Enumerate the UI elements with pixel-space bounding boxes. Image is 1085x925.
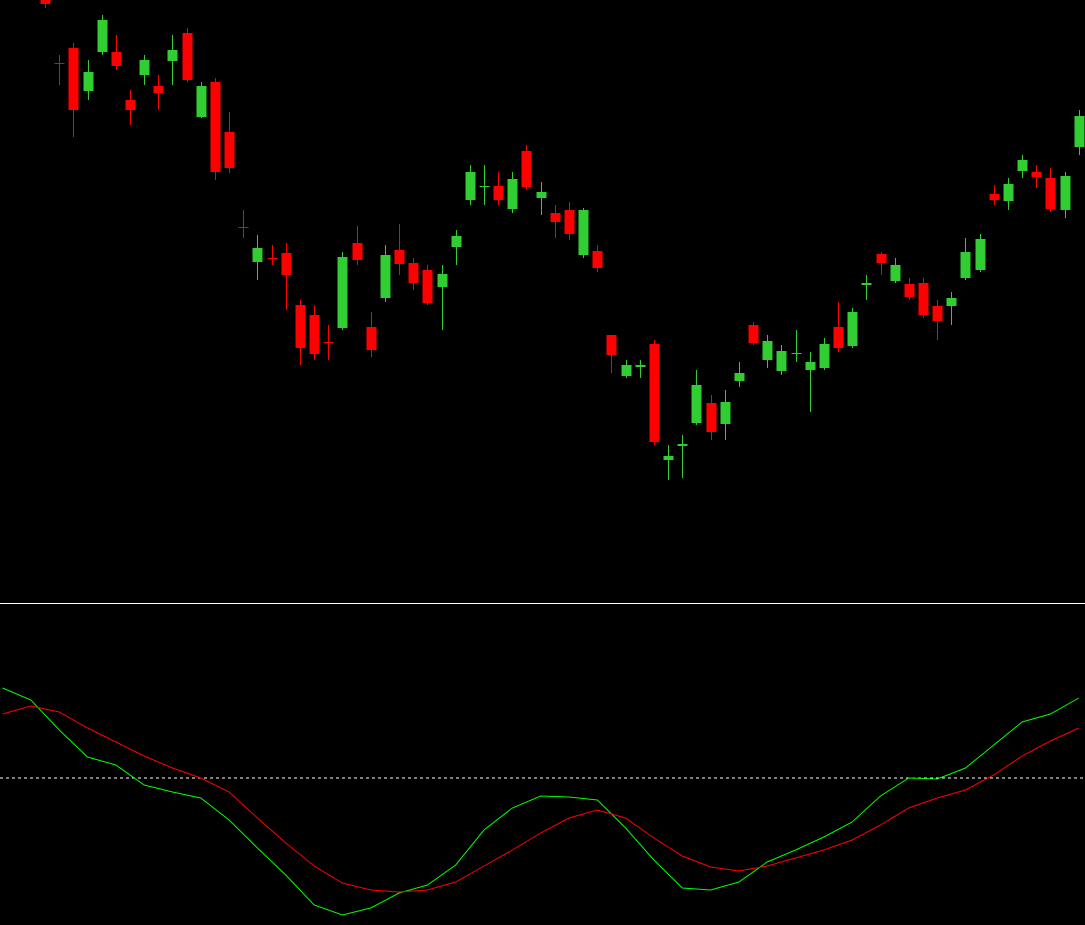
candle-body xyxy=(507,179,518,209)
candle-body xyxy=(932,306,943,321)
candle-body xyxy=(323,342,334,343)
candle-body xyxy=(876,254,887,263)
candle-body xyxy=(1074,116,1085,147)
candle-body xyxy=(989,194,1000,200)
candle-body xyxy=(1045,178,1056,209)
candle-body xyxy=(153,86,164,93)
candle-body xyxy=(394,250,405,264)
candle-body xyxy=(97,20,108,52)
candle-body xyxy=(635,365,646,367)
candle-body xyxy=(1003,184,1014,201)
candle-body xyxy=(366,327,377,350)
candle-body xyxy=(238,227,249,228)
candle-body xyxy=(224,132,235,168)
candle-body xyxy=(677,444,688,446)
candle-body xyxy=(833,327,844,348)
candle-body xyxy=(493,186,504,200)
candle-body xyxy=(762,341,773,360)
candle-body xyxy=(621,365,632,376)
candle-body xyxy=(649,344,660,442)
candle-body xyxy=(890,265,901,281)
candle-body xyxy=(720,402,731,424)
candle-body xyxy=(706,403,717,432)
candle-body xyxy=(578,210,589,255)
candle-body xyxy=(210,82,221,172)
candle-body xyxy=(861,283,872,285)
candle-body xyxy=(337,257,348,328)
indicator-line xyxy=(2,705,1080,893)
candle-body xyxy=(139,60,150,75)
candle-body xyxy=(167,50,178,61)
candle-body xyxy=(182,33,193,80)
candle-body xyxy=(1017,160,1028,171)
candle-body xyxy=(479,186,490,187)
candle-body xyxy=(946,298,957,306)
candle-body xyxy=(847,312,858,346)
candle-body xyxy=(125,100,136,110)
candle-body xyxy=(267,258,278,259)
candle-body xyxy=(111,52,122,66)
candle-body xyxy=(196,86,207,117)
candle-body xyxy=(918,283,929,315)
candle-body xyxy=(68,48,79,110)
candle-body xyxy=(691,385,702,423)
candle-body xyxy=(408,263,419,283)
candle-body xyxy=(550,213,561,222)
candle-body xyxy=(521,151,532,187)
candle-body xyxy=(564,210,575,234)
candle-body xyxy=(904,284,915,297)
candle-body xyxy=(252,248,263,262)
candle-body xyxy=(819,344,830,368)
candle-body xyxy=(1060,176,1071,210)
candle-body xyxy=(734,373,745,381)
candle-body xyxy=(451,236,462,247)
candle-body xyxy=(1031,172,1042,177)
candle-body xyxy=(805,362,816,370)
candle-body xyxy=(592,251,603,268)
candle-body xyxy=(422,270,433,303)
candle-body xyxy=(380,255,391,298)
candle-body xyxy=(748,325,759,343)
candle-body xyxy=(295,305,306,348)
candle-body xyxy=(791,353,802,354)
candle-body xyxy=(776,351,787,371)
indicator-line xyxy=(2,687,1080,916)
candle-body xyxy=(465,172,476,200)
candle-body xyxy=(352,243,363,260)
candle-body xyxy=(975,239,986,270)
candle-body xyxy=(281,253,292,275)
candle-body xyxy=(960,252,971,278)
candle-body xyxy=(606,335,617,355)
candle-body xyxy=(40,0,51,4)
candle-body xyxy=(309,315,320,354)
candle-body xyxy=(536,192,547,198)
candle-body xyxy=(54,63,65,64)
candle-body xyxy=(437,274,448,287)
candle-body xyxy=(663,456,674,460)
candle-body xyxy=(83,72,94,91)
